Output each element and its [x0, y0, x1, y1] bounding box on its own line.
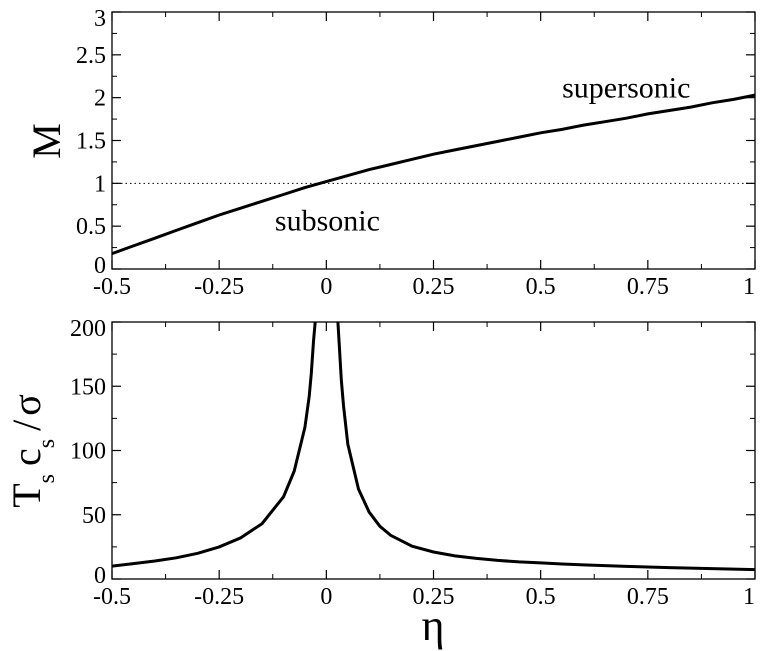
top-plot-frame	[111, 11, 756, 270]
y-tick-label: 150	[70, 374, 106, 400]
y-tick-label: 0	[94, 253, 106, 279]
top-y-axis-label: M	[24, 123, 69, 159]
mach-curve	[111, 93, 756, 256]
bottom-y-axis-label: Tscs / σ	[4, 394, 60, 508]
x-tick-label: -0.5	[93, 584, 131, 610]
bottom-plot-frame	[111, 321, 756, 580]
x-tick-label: 0	[320, 584, 332, 610]
mach-number-panel: -0.5 -0.25 0 0.25 0.5 0.75 1 0 0.5 1 1.5 2 2.5 3 sup…	[24, 6, 756, 300]
relaxation-time-panel: -0.5 -0.25 0 0.25 0.5 0.75 1 0 50 100 150 200 Tscs…	[4, 316, 756, 650]
x-tick-label: 0.75	[627, 584, 669, 610]
x-tick-label: 0.25	[413, 274, 455, 300]
y-tick-label: 0	[94, 563, 106, 589]
x-tick-label: 0.5	[526, 274, 556, 300]
y-tick-label: 1.5	[76, 129, 106, 155]
subsonic-annotation: subsonic	[275, 204, 380, 237]
x-tick-label: -0.25	[194, 274, 244, 300]
top-ticks	[111, 11, 756, 270]
x-axis-label: η	[421, 601, 444, 650]
y-tick-label: 50	[82, 503, 106, 529]
y-tick-label: 100	[70, 439, 106, 465]
x-tick-label: -0.5	[93, 274, 131, 300]
ylabel-sigma: σ	[4, 394, 49, 416]
y-tick-label: 1	[94, 171, 106, 197]
x-tick-label: 0.25	[413, 584, 455, 610]
x-tick-label: 0.75	[627, 274, 669, 300]
y-tick-label: 0.5	[76, 214, 106, 240]
relaxation-curve	[111, 321, 756, 572]
x-tick-label: 0	[320, 274, 332, 300]
bottom-y-tick-labels: 0 50 100 150 200	[70, 316, 106, 589]
x-tick-label: 1	[743, 584, 755, 610]
bottom-ticks	[111, 321, 756, 580]
y-tick-label: 2.5	[76, 43, 106, 69]
x-tick-label: 0.5	[526, 584, 556, 610]
ylabel-slash: /	[4, 419, 49, 431]
y-tick-label: 200	[70, 316, 106, 342]
ylabel-t: T	[4, 483, 49, 507]
supersonic-annotation: supersonic	[562, 72, 690, 105]
y-tick-label: 3	[94, 6, 106, 32]
top-x-tick-labels: -0.5 -0.25 0 0.25 0.5 0.75 1	[93, 274, 755, 300]
y-tick-label: 2	[94, 86, 106, 112]
x-tick-label: 1	[743, 274, 755, 300]
x-tick-label: -0.25	[194, 584, 244, 610]
ylabel-c: c	[4, 448, 49, 466]
ylabel-c-subscript: s	[34, 439, 60, 448]
top-y-tick-labels: 0 0.5 1 1.5 2 2.5 3	[76, 6, 106, 279]
ylabel-t-subscript: s	[34, 474, 60, 483]
bottom-x-tick-labels: -0.5 -0.25 0 0.25 0.5 0.75 1	[93, 584, 755, 610]
